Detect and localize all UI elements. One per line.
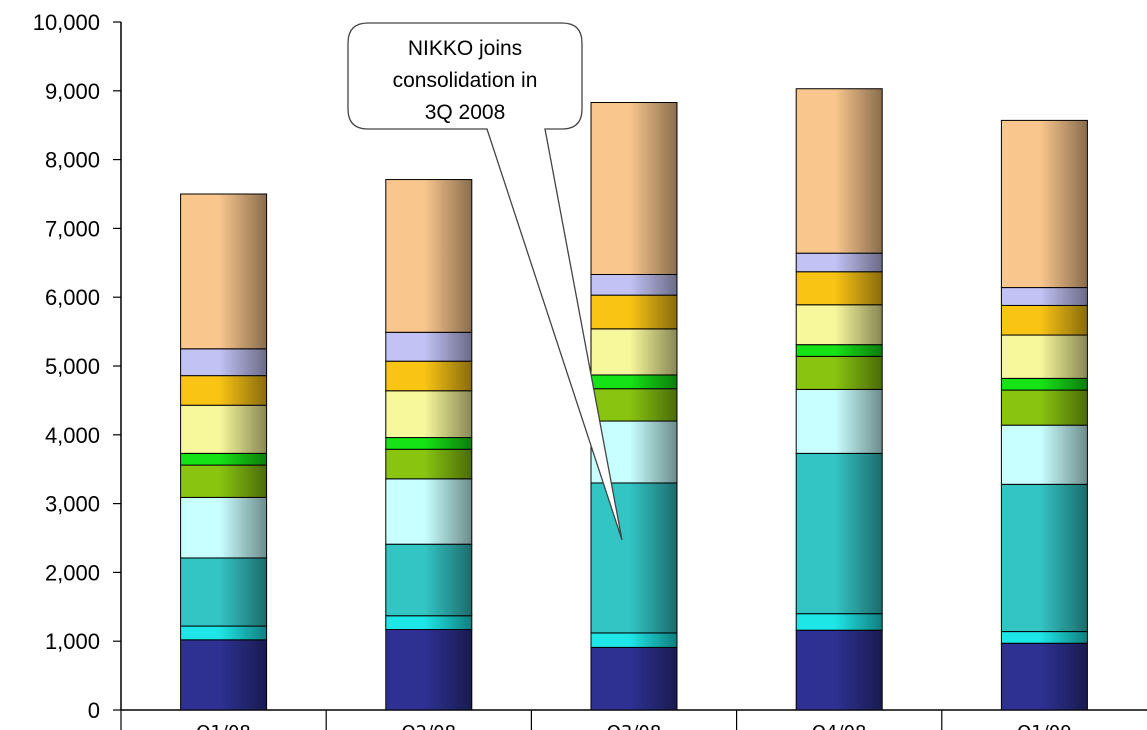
bar-stack (1000, 119, 1088, 711)
x-tick-label: Q1/09 (1017, 722, 1072, 730)
bar-segment-shading (796, 88, 883, 254)
y-tick-label: 9,000 (45, 79, 100, 104)
bar-segment-shading (180, 639, 267, 710)
y-tick-label: 10,000 (33, 10, 100, 35)
bar-segment-shading (1001, 335, 1088, 379)
bar-segment-shading (385, 390, 472, 438)
bar-segment-shading (385, 615, 472, 630)
bars (180, 88, 1088, 711)
y-tick-label: 8,000 (45, 148, 100, 173)
bar-segment-shading (591, 295, 677, 329)
bar-segment-shading (180, 375, 267, 406)
bar-segment-outline (590, 101, 678, 275)
bar-stack (180, 193, 268, 711)
bar-stack (795, 88, 883, 711)
bar-segment-shading (180, 557, 267, 627)
bar-segment-shading (180, 626, 267, 640)
bar-segment-shading (796, 613, 883, 631)
y-tick-label: 3,000 (45, 492, 100, 517)
bar-segment-shading (385, 179, 472, 333)
y-tick-label: 6,000 (45, 285, 100, 310)
x-axis-labels: Q1/08 Q2/08 Q3/08 Q4/08 Q1/09 (120, 710, 1072, 730)
bar-segment-shading (180, 405, 267, 454)
bar-segment-shading (385, 544, 472, 616)
bar-stack (590, 101, 678, 711)
x-tick-label: Q2/08 (402, 722, 457, 730)
x-tick-label: Q4/08 (812, 722, 867, 730)
bar-segment-shading (591, 374, 677, 389)
y-tick-label: 7,000 (45, 216, 100, 241)
y-tick-label: 5,000 (45, 354, 100, 379)
callout-line-2: consolidation in (393, 69, 538, 92)
callout-line-3: 3Q 2008 (425, 101, 506, 124)
bar-segment-shading (180, 194, 267, 349)
x-tick-label: Q3/08 (607, 722, 662, 730)
bar-segment-shading (796, 356, 883, 390)
y-axis-ticks: 0 1,000 2,000 3,000 4,000 5,000 6,000 7,000 8,00… (33, 10, 121, 723)
bar-segment-shading (385, 437, 472, 450)
bar-segment-shading (1001, 287, 1088, 306)
bar-segment-shading (796, 253, 883, 272)
bar-segment-shading (591, 482, 677, 633)
bar-segment-shading (385, 332, 472, 362)
bar-segment-shading (591, 274, 677, 296)
bar-segment-outline (180, 193, 268, 350)
bar-segment-shading (1001, 484, 1088, 632)
bar-segment-shading (1001, 425, 1088, 485)
bar-segment-shading (1001, 378, 1088, 391)
bar-segment-shading (1001, 631, 1088, 644)
bar-segment-shading (180, 465, 267, 498)
bar-segment-shading (385, 478, 472, 545)
bar-segment-shading (796, 271, 883, 305)
y-tick-label: 1,000 (45, 629, 100, 654)
bar-segment-shading (796, 344, 883, 357)
callout-line-1: NIKKO joins (408, 37, 522, 60)
y-tick-label: 0 (88, 698, 100, 723)
bar-segment-shading (385, 629, 472, 710)
callout-bubble (347, 22, 623, 541)
bar-segment-outline (385, 179, 473, 333)
bar-stack (385, 179, 473, 711)
bar-segment-shading (180, 453, 267, 466)
annotation-callout: NIKKO joins consolidation in 3Q 2008 (347, 22, 623, 541)
bar-segment-shading (1001, 390, 1088, 426)
bar-segment-shading (591, 102, 677, 275)
y-tick-label: 4,000 (45, 423, 100, 448)
bar-segment-shading (591, 388, 677, 422)
bar-segment-outline (1000, 119, 1088, 289)
bar-segment-shading (180, 497, 267, 558)
y-tick-label: 2,000 (45, 560, 100, 585)
bar-segment-shading (385, 361, 472, 391)
bar-segment-shading (796, 453, 883, 614)
bar-segment-shading (1001, 120, 1088, 288)
bar-segment-shading (796, 389, 883, 454)
bar-segment-shading (1001, 643, 1088, 710)
bar-segment-shading (591, 328, 677, 375)
bar-segment-shading (385, 449, 472, 479)
x-tick-label: Q1/08 (196, 722, 251, 730)
bar-segment-outline (795, 88, 883, 254)
bar-segment-shading (796, 304, 883, 345)
bar-segment-shading (1001, 305, 1088, 336)
bar-segment-shading (591, 632, 677, 648)
bar-segment-shading (796, 630, 883, 710)
bar-segment-shading (591, 647, 677, 710)
bar-segment-shading (180, 348, 267, 376)
